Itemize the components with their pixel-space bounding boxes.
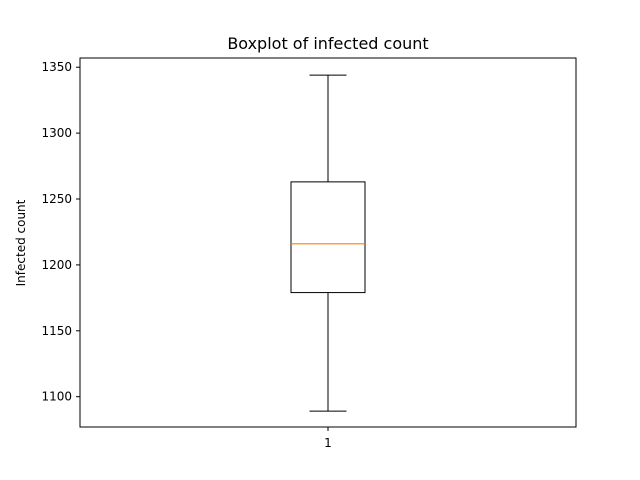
y-tick-label: 1100 bbox=[41, 390, 72, 404]
box-iqr bbox=[290, 181, 366, 294]
y-tick-label: 1350 bbox=[41, 60, 72, 74]
x-tick-label: 1 bbox=[324, 436, 332, 450]
plot-frame bbox=[79, 57, 577, 428]
plot-area: 1100 1150 1200 1250 1300 1350 1 bbox=[41, 60, 366, 450]
y-tick-label: 1200 bbox=[41, 258, 72, 272]
y-tick-label: 1300 bbox=[41, 126, 72, 140]
y-tick-label: 1150 bbox=[41, 324, 72, 338]
y-tick-label: 1250 bbox=[41, 192, 72, 206]
chart-title: Boxplot of infected count bbox=[227, 34, 428, 53]
y-axis-label: Infected count bbox=[14, 199, 28, 286]
